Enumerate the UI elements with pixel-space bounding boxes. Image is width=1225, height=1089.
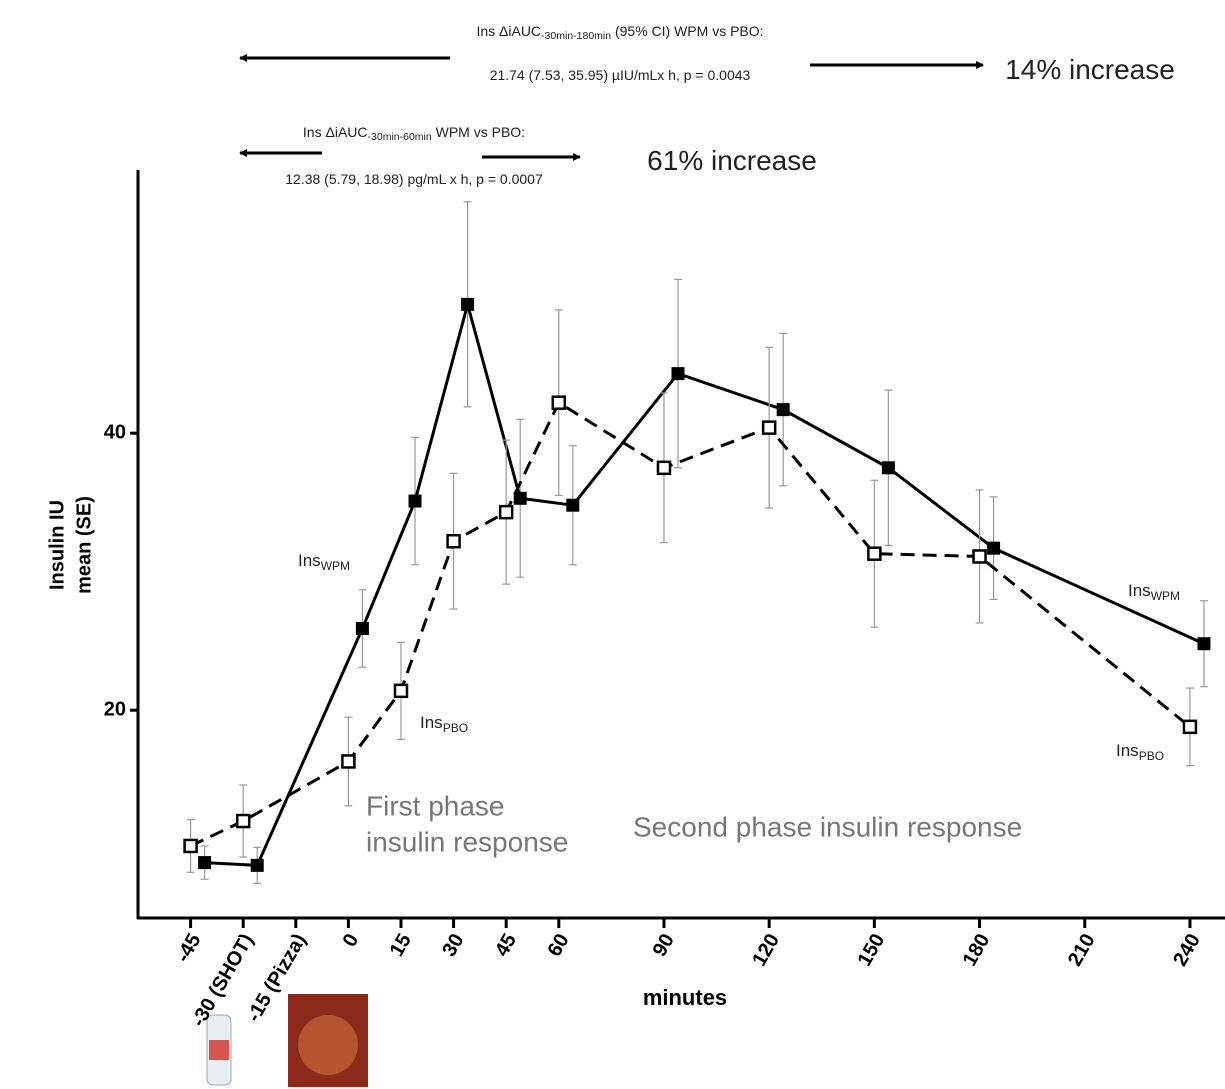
pizza — [298, 1015, 358, 1075]
phase-label: insulin response — [366, 826, 568, 857]
data-point — [672, 368, 684, 380]
annotation-text: Ins ΔiAUC — [476, 23, 541, 39]
annotation-subscript: -30min-60min — [368, 131, 432, 143]
annotation-text: 61% increase — [647, 145, 817, 176]
data-point — [763, 422, 775, 434]
data-point — [553, 397, 565, 409]
series-label-text: Ins — [1128, 581, 1151, 600]
data-point — [409, 495, 421, 507]
series-label-name: PBO — [443, 721, 468, 735]
data-point — [462, 298, 474, 310]
product-images — [207, 994, 368, 1087]
data-point — [988, 542, 1000, 554]
series-label: InsWPM — [1128, 581, 1180, 603]
phase-label: First phase — [366, 790, 505, 821]
y-tick-label: 40 — [104, 421, 126, 443]
series-label-name: WPM — [1151, 589, 1180, 603]
data-point — [199, 857, 211, 869]
data-point — [1198, 638, 1210, 650]
data-point — [974, 550, 986, 562]
shot-label — [209, 1040, 229, 1060]
data-point — [777, 404, 789, 416]
data-point — [448, 535, 460, 547]
data-point — [868, 548, 880, 560]
data-point — [567, 499, 579, 511]
data-point — [342, 755, 354, 767]
x-tick-label: 45 — [491, 930, 521, 960]
x-tick-label: 15 — [386, 930, 416, 960]
annotation-text: WPM vs PBO: — [432, 124, 525, 140]
annotation-text: (95% CI) WPM vs PBO: — [611, 23, 763, 39]
annotation: 61% increase — [647, 145, 817, 176]
x-tick-label: 60 — [544, 930, 574, 960]
chart: Ins ΔiAUC-30min-180min (95% CI) WPM vs P… — [0, 0, 1225, 1089]
phase-label: Second phase insulin response — [633, 811, 1022, 842]
annotation: 14% increase — [1005, 54, 1175, 85]
data-point — [1184, 721, 1196, 733]
series-label-text: Ins — [298, 551, 321, 570]
series-label-text: Ins — [420, 713, 443, 732]
data-point — [251, 859, 263, 871]
x-tick-label: 210 — [1064, 930, 1100, 970]
series-label: InsPBO — [1116, 741, 1164, 763]
y-axis-label: mean (SE) — [73, 496, 95, 594]
y-axis-label: Insulin IU — [46, 500, 68, 590]
annotation-subscript: -30min-180min — [541, 30, 611, 42]
series-line — [205, 304, 1204, 865]
annotation: Ins ΔiAUC-30min-180min (95% CI) WPM vs P… — [476, 23, 763, 42]
data-point — [395, 685, 407, 697]
annotation: 12.38 (5.79, 18.98) pg/mL x h, p = 0.000… — [285, 171, 543, 187]
series-label-name: PBO — [1139, 749, 1164, 763]
x-tick-label: 90 — [649, 930, 679, 960]
x-tick-label: 180 — [959, 930, 995, 970]
series-line — [191, 403, 1190, 846]
annotation-text: 21.74 (7.53, 35.95) µIU/mLx h, p = 0.004… — [490, 67, 751, 83]
x-tick-label: 150 — [854, 930, 890, 970]
data-point — [185, 840, 197, 852]
series-label-name: WPM — [321, 559, 350, 573]
data-point — [500, 506, 512, 518]
x-tick-label: -45 — [172, 930, 206, 966]
x-axis-label: minutes — [643, 985, 727, 1010]
annotation: Ins ΔiAUC-30min-60min WPM vs PBO: — [303, 124, 525, 143]
x-tick-label: 0 — [339, 930, 364, 951]
annotation: 21.74 (7.53, 35.95) µIU/mLx h, p = 0.004… — [490, 67, 751, 83]
series-label: InsWPM — [298, 551, 350, 573]
data-point — [658, 462, 670, 474]
annotation-text: Ins ΔiAUC — [303, 124, 368, 140]
data-point — [882, 462, 894, 474]
x-tick-label: 30 — [438, 930, 468, 960]
x-tick-label: 120 — [748, 930, 784, 970]
annotation-text: 12.38 (5.79, 18.98) pg/mL x h, p = 0.000… — [285, 171, 543, 187]
data-point — [237, 815, 249, 827]
data-point — [356, 622, 368, 634]
series-label: InsPBO — [420, 713, 468, 735]
annotation-text: 14% increase — [1005, 54, 1175, 85]
series-label-text: Ins — [1116, 741, 1139, 760]
x-tick-label: 240 — [1169, 930, 1205, 970]
y-tick-label: 20 — [104, 699, 126, 721]
